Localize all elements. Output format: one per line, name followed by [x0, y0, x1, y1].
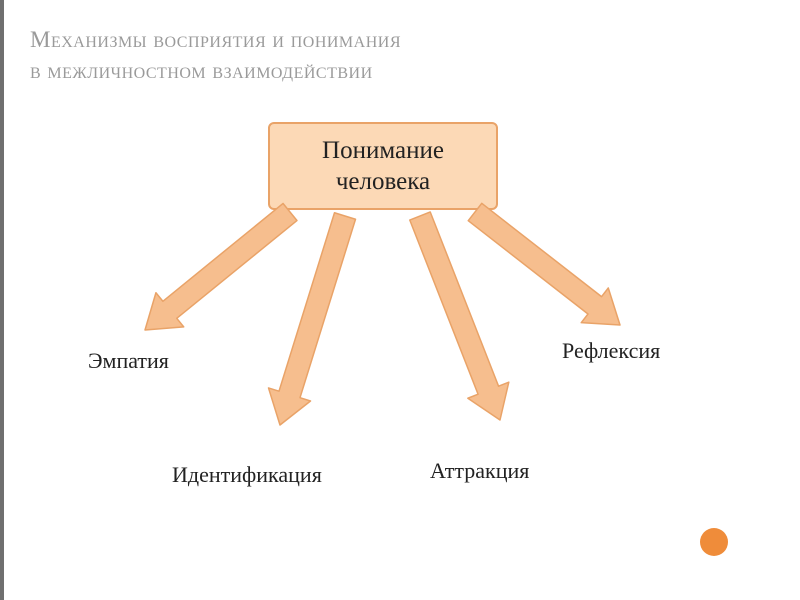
concept-label: Рефлексия	[562, 338, 660, 364]
arrows-layer	[0, 0, 800, 600]
arrow-icon	[131, 195, 304, 347]
concept-label: Идентификация	[172, 462, 322, 488]
arrow-icon	[461, 195, 633, 343]
concept-label: Эмпатия	[88, 348, 169, 374]
concept-label: Аттракция	[430, 458, 529, 484]
decorative-dot-icon	[700, 528, 728, 556]
arrow-icon	[259, 209, 366, 431]
